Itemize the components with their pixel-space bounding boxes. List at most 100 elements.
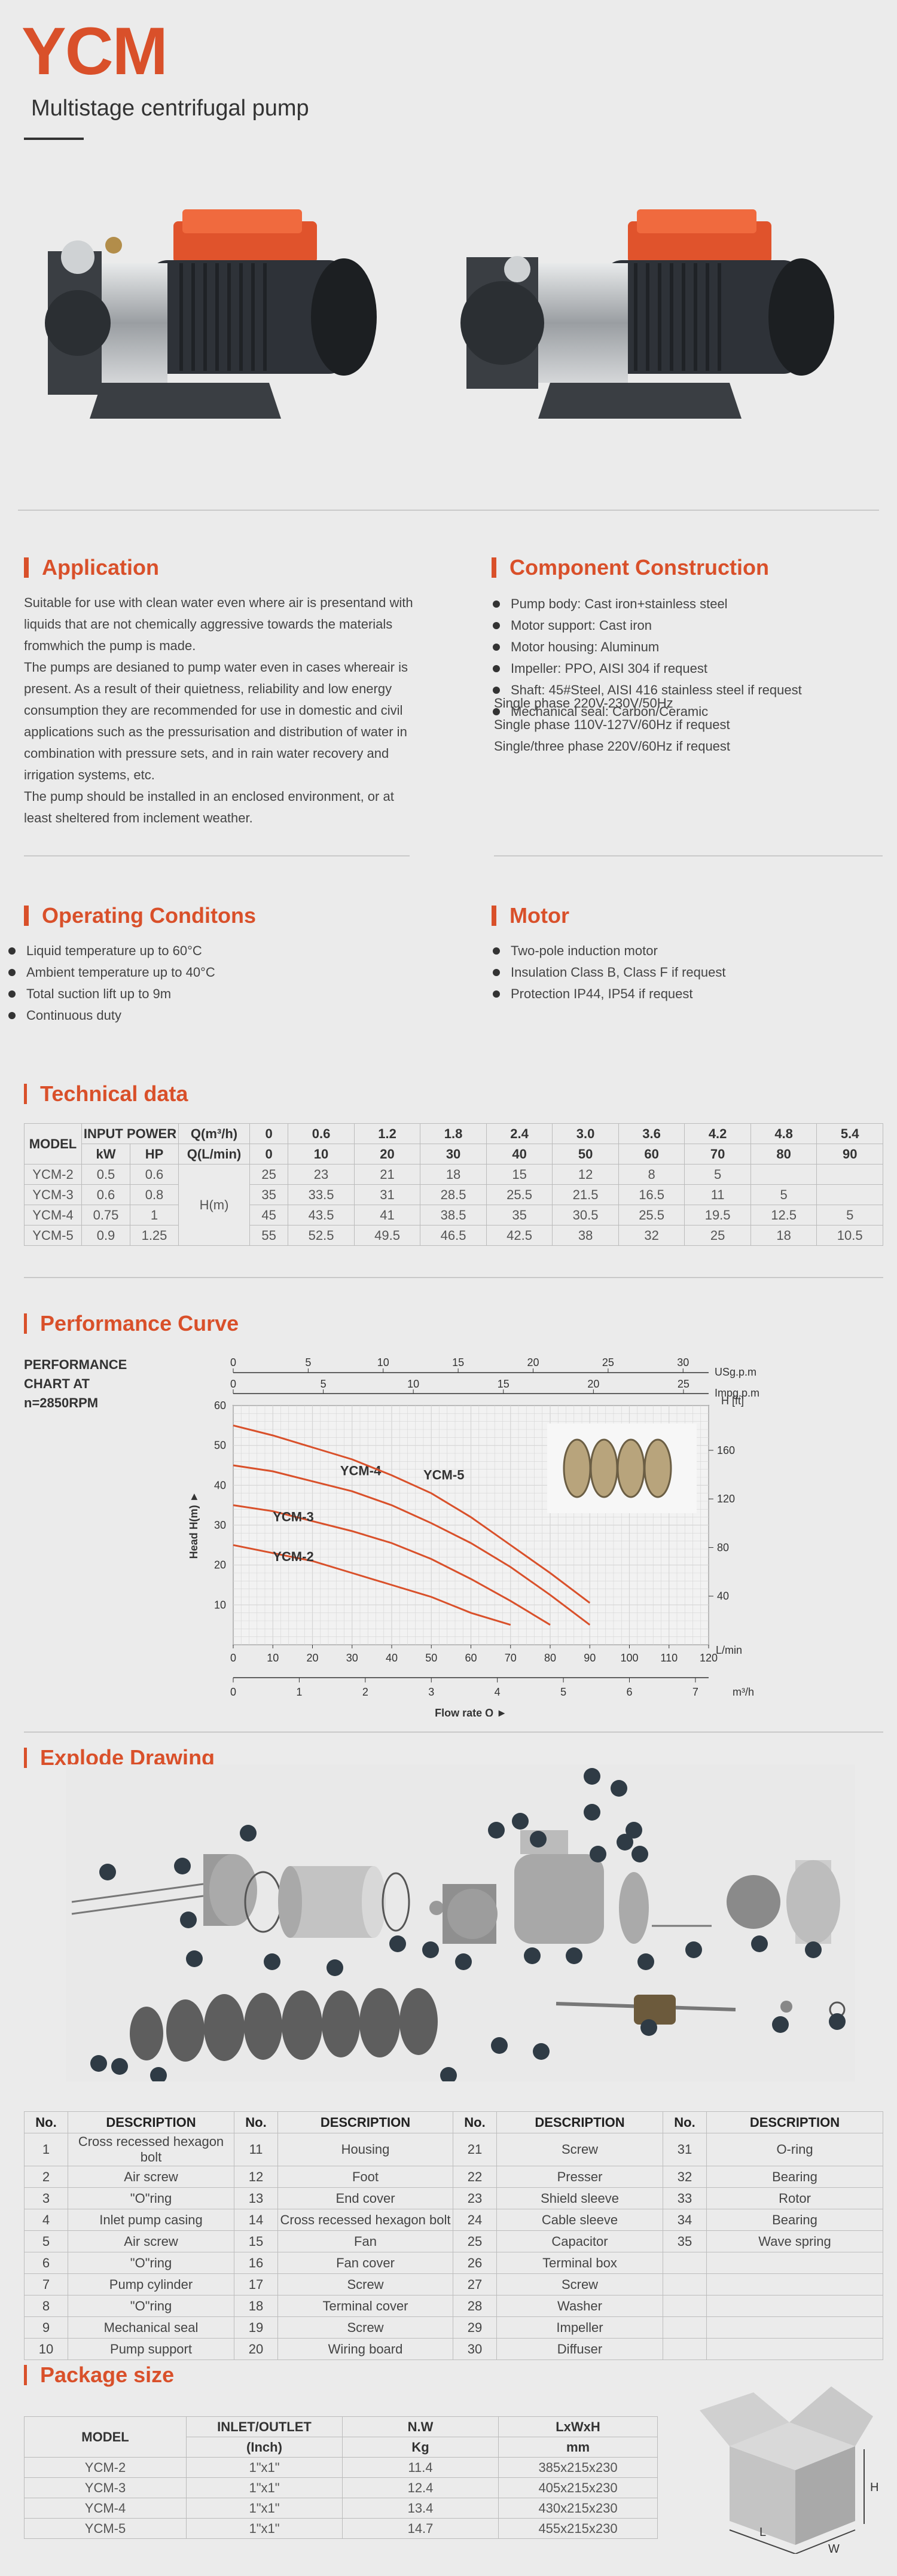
table-cell: Screw <box>496 2133 663 2166</box>
table-cell: 41 <box>353 1205 421 1225</box>
table-cell: Air screw <box>68 2230 234 2252</box>
col-description: DESCRIPTION <box>496 2111 663 2133</box>
m3h-tick-label: 6 <box>626 1686 632 1698</box>
table-cell: 21.5 <box>552 1184 619 1205</box>
table-cell <box>816 1184 883 1205</box>
operating-list: Liquid temperature up to 60°C Ambient te… <box>7 940 215 1026</box>
x-tick-label: 70 <box>505 1652 517 1664</box>
divider <box>18 510 879 511</box>
m3h-tick-label: 0 <box>230 1686 236 1698</box>
table-cell: O-ring <box>706 2133 883 2166</box>
motor-list: Two-pole induction motor Insulation Clas… <box>492 940 725 1005</box>
chart-note-line: n=2850RPM <box>24 1395 99 1410</box>
table-cell: 42.5 <box>486 1225 553 1246</box>
table-cell: 14.7 <box>342 2518 499 2539</box>
performance-heading: Performance Curve <box>24 1311 239 1336</box>
table-cell: Capacitor <box>496 2230 663 2252</box>
table-cell: 27 <box>453 2273 497 2295</box>
table-cell: 14 <box>234 2209 278 2231</box>
table-cell: YCM-5 <box>24 1225 82 1246</box>
table-cell: 11 <box>234 2133 278 2166</box>
application-heading: Application <box>24 555 159 580</box>
x-axis-title: Flow rate Q ► <box>435 1707 507 1717</box>
title-underline <box>24 138 84 140</box>
table-cell: 16 <box>234 2252 278 2274</box>
table-cell: Cable sleeve <box>496 2209 663 2231</box>
table-cell: Terminal cover <box>277 2295 453 2317</box>
divider <box>24 1277 883 1278</box>
table-cell: 49.5 <box>353 1225 421 1246</box>
table-cell: 6 <box>24 2252 68 2274</box>
technical-heading: Technical data <box>24 1081 188 1106</box>
table-cell: 34 <box>663 2209 707 2231</box>
table-cell: 22 <box>453 2166 497 2188</box>
table-row: 10 Pump support 20 Wiring board 30 Diffuser <box>24 2338 883 2360</box>
table-cell: 1"x1" <box>186 2457 343 2478</box>
m3h-unit-label: m³/h <box>733 1686 754 1698</box>
y-tick-label: 60 <box>214 1400 226 1412</box>
table-cell: 25.5 <box>486 1184 553 1205</box>
series-label: YCM-3 <box>273 1509 313 1524</box>
q-cell: 0 <box>249 1144 289 1164</box>
ft-tick-label: 40 <box>717 1590 729 1602</box>
q-cell: 90 <box>816 1144 883 1164</box>
chart-note-line: CHART AT <box>24 1376 90 1391</box>
q-cell: 4.2 <box>684 1123 751 1144</box>
table-row: 1 Cross recessed hexagon bolt 11 Housing 21 S… <box>24 2133 883 2166</box>
power-line: Single phase 110V-127V/60Hz if request <box>494 717 730 732</box>
ft-tick-label: 120 <box>717 1493 735 1505</box>
table-row: 7 Pump cylinder 17 Screw 27 Screw <box>24 2273 883 2295</box>
table-cell <box>663 2295 707 2317</box>
table-cell <box>663 2273 707 2295</box>
impeller-part <box>563 1438 591 1498</box>
x-tick-label: 10 <box>267 1652 279 1664</box>
list-item: Shaft: 45#Steel, AISI 416 stainless stee… <box>492 679 880 701</box>
usg-tick-label: 5 <box>305 1358 311 1368</box>
m3h-tick-label: 2 <box>362 1686 368 1698</box>
series-line-ycm-2 <box>233 1544 511 1626</box>
y-tick-label: 30 <box>214 1519 226 1531</box>
x-tick-label: 100 <box>620 1652 638 1664</box>
table-row: 4 Inlet pump casing 14 Cross recessed hexag… <box>24 2209 883 2231</box>
table-cell: Fan cover <box>277 2252 453 2274</box>
table-row: YCM-4 0.75 1 45 43.5 41 38.5 35 30.5 25.5 19.5 12.5… <box>24 1205 883 1225</box>
table-cell: 12.5 <box>750 1205 817 1225</box>
m3h-tick-label: 1 <box>296 1686 302 1698</box>
q-cell: 1.2 <box>353 1123 421 1144</box>
table-cell: 0.5 <box>81 1164 130 1185</box>
component-heading: Component Construction <box>492 555 769 580</box>
list-item: Mechanical seal: Carbon/Ceramic <box>492 701 880 723</box>
m3h-tick-label: 7 <box>692 1686 698 1698</box>
table-cell: Pump cylinder <box>68 2273 234 2295</box>
x-tick-label: 30 <box>346 1652 358 1664</box>
list-item: Insulation Class B, Class F if request <box>492 962 725 983</box>
list-item: Two-pole induction motor <box>492 940 725 962</box>
q-cell: 3.0 <box>552 1123 619 1144</box>
table-cell: 11 <box>684 1184 751 1205</box>
table-cell: Screw <box>496 2273 663 2295</box>
table-cell: 405x215x230 <box>498 2477 658 2498</box>
table-cell: YCM-5 <box>24 2518 187 2539</box>
q-cell: 20 <box>353 1144 421 1164</box>
imp-tick-label: 0 <box>230 1378 236 1390</box>
series-label: YCM-2 <box>273 1549 313 1564</box>
table-cell: 0.9 <box>81 1225 130 1246</box>
table-cell: 385x215x230 <box>498 2457 658 2478</box>
imp-unit-label: Impg.p.m <box>715 1387 759 1399</box>
table-row: YCM-2 1"x1" 11.4 385x215x230 <box>24 2457 658 2478</box>
table-cell: 25.5 <box>618 1205 685 1225</box>
table-cell: YCM-3 <box>24 1184 82 1205</box>
m3h-tick-label: 3 <box>428 1686 434 1698</box>
table-row: YCM-3 1"x1" 12.4 405x215x230 <box>24 2477 658 2498</box>
table-row: 3 "O"ring 13 End cover 23 Shield sleeve 33 Roto… <box>24 2187 883 2209</box>
table-cell: Diffuser <box>496 2338 663 2360</box>
table-row: 9 Mechanical seal 19 Screw 29 Impeller <box>24 2316 883 2339</box>
q-cell: 50 <box>552 1144 619 1164</box>
table-cell: 5 <box>684 1164 751 1185</box>
x-tick-label: 60 <box>465 1652 477 1664</box>
table-cell: 32 <box>618 1225 685 1246</box>
table-cell: 43.5 <box>288 1205 355 1225</box>
q-cell: 0 <box>249 1123 289 1144</box>
col-description: DESCRIPTION <box>706 2111 883 2133</box>
list-item: Impeller: PPO, AISI 304 if request <box>492 658 880 679</box>
